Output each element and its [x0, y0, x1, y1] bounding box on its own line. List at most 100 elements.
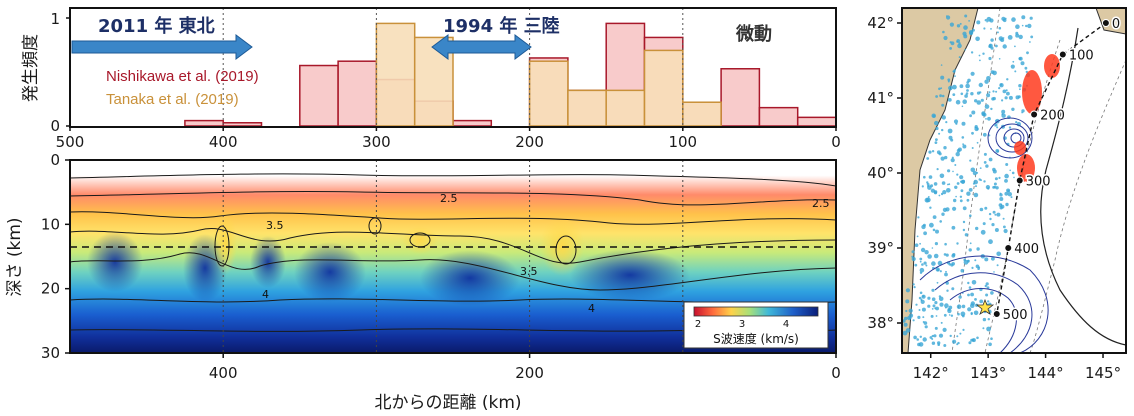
seismicity-dot: [1000, 38, 1005, 42]
seismicity-dot: [975, 36, 980, 42]
seismicity-dot: [987, 300, 990, 303]
section-xtick: 400: [209, 364, 238, 382]
seismicity-dot: [968, 248, 972, 252]
contour-label: 3.5: [266, 219, 284, 232]
seismicity-dot: [971, 147, 974, 149]
seismicity-dot: [969, 159, 972, 162]
hist-xtick: 200: [515, 133, 544, 151]
seismicity-dot: [988, 91, 991, 94]
seismicity-dot: [916, 338, 919, 341]
seismicity-dot: [1015, 24, 1020, 30]
profile-point-label: 100: [1069, 49, 1094, 64]
seismicity-dot: [947, 128, 953, 134]
seismicity-dot: [924, 250, 929, 255]
seismicity-dot: [1002, 217, 1005, 220]
seismicity-dot: [1008, 95, 1013, 100]
seismicity-dot: [941, 94, 945, 98]
seismicity-dot: [905, 288, 911, 293]
seismicity-dot: [985, 282, 989, 286]
seismicity-dot: [951, 156, 954, 159]
seismicity-dot: [944, 272, 948, 277]
seismicity-dot: [934, 141, 938, 145]
seismicity-dot: [984, 19, 987, 22]
seismicity-dot: [947, 308, 952, 314]
seismicity-dot: [940, 75, 945, 80]
seismicity-dot: [913, 286, 916, 289]
contour-label: 4: [262, 288, 269, 301]
contour-labels: 2.5 2.5 3.5 3.5 4 4: [262, 192, 830, 315]
seismicity-dot: [948, 183, 951, 186]
histogram-y-title: 発生頻度: [21, 34, 41, 102]
seismicity-dot: [950, 314, 954, 317]
seismicity-dot: [990, 107, 993, 111]
seismicity-dot: [948, 314, 951, 316]
seismicity-dot: [946, 188, 951, 193]
seismicity-dot: [934, 326, 938, 330]
seismicity-dot: [966, 89, 969, 92]
seismicity-dot: [940, 87, 943, 90]
seismicity-dot: [982, 317, 987, 322]
seismicity-dot: [952, 84, 957, 90]
colorbar: 2 3 4 S波速度 (km/s): [683, 301, 829, 349]
map-xtick: 145°: [1085, 364, 1121, 382]
profile-points: 0 100 200 300 400 500: [992, 16, 1122, 325]
seismicity-dot: [990, 337, 993, 341]
seismicity-dot: [987, 116, 991, 121]
seismicity-dot: [964, 14, 968, 18]
seismicity-dot: [922, 337, 927, 342]
seismicity-dot: [983, 180, 986, 183]
seismicity-dot: [988, 56, 992, 61]
seismicity-dot: [903, 322, 908, 327]
seismicity-dot: [968, 20, 970, 22]
seismicity-dot: [931, 308, 934, 310]
seismicity-dot: [951, 287, 955, 291]
seismicity-dot: [969, 214, 972, 217]
seismicity-dot: [988, 239, 993, 245]
seismicity-dot: [985, 118, 987, 120]
colorbar-tick: 4: [783, 319, 789, 330]
colorbar-tick: 2: [695, 319, 701, 330]
seismicity-dot: [984, 257, 989, 262]
seismicity-dot: [1007, 192, 1012, 197]
map-panel: 0 100 200 300 400 500 142° 143° 144° 145° 42° 41°…: [867, 7, 1127, 382]
profile-line: [996, 22, 1107, 315]
seismicity-dot: [980, 98, 984, 102]
land-hokkaido: [1095, 8, 1126, 35]
colorbar-tick: 3: [739, 319, 745, 330]
map-ytick: 41°: [867, 89, 894, 107]
profile-point: [992, 310, 1001, 318]
event-2011-arrow: [71, 34, 253, 60]
profile-point: [1101, 19, 1110, 27]
seismicity-dot: [971, 131, 974, 135]
seismicity-dot: [933, 182, 938, 186]
seismicity-dot: [995, 90, 998, 93]
seismicity-dot: [996, 212, 1001, 217]
seismicity-dot: [922, 316, 925, 319]
seismicity-dot: [961, 179, 966, 184]
seismicity-dot: [996, 251, 1001, 257]
seismicity-dot: [1004, 173, 1009, 179]
seismicity-dot: [944, 155, 948, 160]
histogram-bar: [567, 89, 607, 127]
contour-label: 3.5: [520, 265, 538, 278]
seismicity-dot: [1006, 78, 1009, 81]
seismicity-dot: [957, 341, 960, 345]
seismicity-dot: [913, 335, 917, 340]
seismicity-dot: [941, 103, 945, 107]
slip-contours-2011: [919, 255, 1049, 353]
seismicity-dot: [992, 186, 995, 189]
seismicity-dot: [926, 157, 930, 160]
seismicity-dot: [959, 175, 964, 180]
seismicity-dot: [912, 319, 915, 322]
seismicity-dot: [956, 304, 962, 310]
seismicity-dot: [957, 312, 960, 316]
map-ytick: 38°: [867, 314, 894, 332]
seismicity-dot: [979, 207, 984, 212]
seismicity-dot: [1010, 64, 1015, 69]
seismicity-dot: [1013, 176, 1015, 179]
seismicity-dot: [938, 132, 941, 135]
seismicity-dot: [944, 242, 947, 246]
map-ytick: 42°: [867, 14, 894, 32]
seismicity-dot: [959, 22, 962, 25]
histogram-bar: [528, 60, 569, 127]
